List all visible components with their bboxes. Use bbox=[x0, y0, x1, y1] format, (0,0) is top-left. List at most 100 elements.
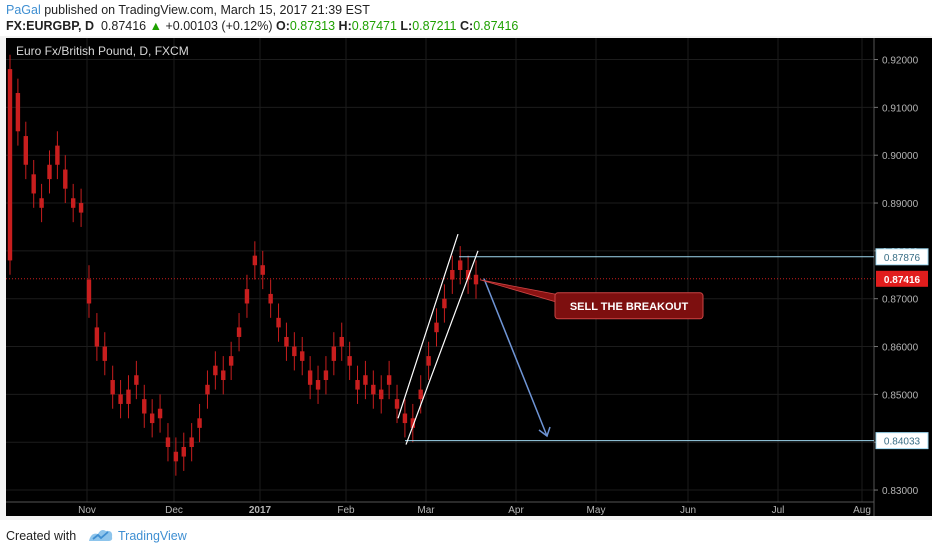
created-with-text: Created with bbox=[6, 529, 77, 543]
candle-body bbox=[55, 145, 60, 165]
channel-line-upper bbox=[397, 233, 459, 419]
candle-body bbox=[363, 375, 368, 385]
open-value: 0.87313 bbox=[289, 19, 336, 33]
candle-body bbox=[386, 375, 392, 385]
candle-body bbox=[197, 418, 202, 428]
last-price: 0.87416 bbox=[100, 19, 147, 33]
close-label: C: bbox=[459, 19, 474, 33]
candle-body bbox=[149, 413, 155, 424]
candle-body bbox=[371, 384, 376, 395]
level-price-tag bbox=[875, 248, 929, 266]
x-tick-label: Feb bbox=[337, 505, 355, 516]
tradingview-link[interactable]: TradingView bbox=[118, 529, 187, 543]
candle-body bbox=[244, 289, 250, 304]
price-chart[interactable]: 0.920000.910000.900000.890000.880000.870… bbox=[6, 38, 932, 516]
candle-body bbox=[39, 198, 44, 208]
candle-body bbox=[228, 356, 234, 366]
x-tick-label: Jul bbox=[772, 505, 785, 516]
symbol-label: FX:EURGBP, D bbox=[6, 19, 94, 33]
candle-body bbox=[165, 437, 171, 447]
candle-body bbox=[465, 270, 471, 280]
candle-body bbox=[102, 346, 107, 361]
candle-body bbox=[355, 380, 360, 390]
candle-body bbox=[339, 336, 344, 347]
candle-body bbox=[157, 408, 163, 419]
candle-body bbox=[126, 389, 131, 404]
x-tick-label: May bbox=[587, 505, 606, 516]
high-label: H: bbox=[338, 19, 352, 33]
candle-body bbox=[450, 270, 455, 280]
y-tick-label: 0.89000 bbox=[882, 199, 919, 210]
candle-body bbox=[442, 298, 447, 309]
candle-body bbox=[205, 384, 210, 395]
up-arrow-icon: ▲ bbox=[149, 19, 162, 33]
candle-body bbox=[268, 293, 273, 304]
candle-body bbox=[63, 169, 68, 189]
candle-body bbox=[47, 164, 52, 180]
level-price-tag bbox=[875, 432, 929, 450]
chart-header: PaGal published on TradingView.com, Marc… bbox=[0, 0, 932, 36]
candle-body bbox=[347, 356, 352, 366]
candle-body bbox=[189, 437, 194, 447]
chart-plot-area[interactable]: 0.920000.910000.900000.890000.880000.870… bbox=[6, 38, 932, 516]
candle-body bbox=[300, 351, 305, 361]
y-tick-label: 0.90000 bbox=[882, 151, 919, 162]
callout-box bbox=[554, 292, 704, 320]
candle-body bbox=[134, 375, 139, 385]
candle-body bbox=[394, 399, 400, 409]
candle-body bbox=[142, 399, 147, 414]
candle-body bbox=[15, 93, 21, 132]
level-price-tag-label: 0.84033 bbox=[884, 437, 921, 448]
candle-body bbox=[31, 174, 36, 194]
projection-arrow-head bbox=[538, 426, 551, 438]
candle-body bbox=[94, 327, 100, 347]
candle-body bbox=[379, 389, 384, 400]
projection-arrow-line bbox=[483, 278, 548, 437]
current-price-tag bbox=[876, 270, 928, 287]
quote-line: FX:EURGBP, D 0.87416 ▲ +0.00103 (+0.12%)… bbox=[6, 19, 518, 33]
candle-body bbox=[86, 279, 92, 304]
candle-body bbox=[260, 265, 265, 275]
candle-body bbox=[181, 446, 186, 457]
candle-body bbox=[402, 413, 408, 424]
y-tick-label: 0.85000 bbox=[882, 390, 919, 401]
candle-body bbox=[418, 389, 423, 400]
current-price-tag-label: 0.87416 bbox=[884, 275, 921, 286]
tradingview-logo-icon bbox=[89, 530, 113, 541]
x-tick-label: Jun bbox=[680, 505, 696, 516]
x-tick-label: Mar bbox=[417, 505, 435, 516]
publisher-username[interactable]: PaGal bbox=[6, 3, 41, 17]
candle-body bbox=[426, 356, 431, 366]
candle-body bbox=[473, 274, 479, 285]
close-value: 0.87416 bbox=[473, 19, 519, 33]
time-axis bbox=[6, 502, 874, 516]
candle-body bbox=[221, 370, 226, 381]
candle-body bbox=[307, 370, 313, 385]
y-tick-label: 0.92000 bbox=[882, 56, 919, 67]
candle-body bbox=[236, 327, 242, 337]
open-label: O: bbox=[275, 19, 290, 33]
low-label: L: bbox=[400, 19, 413, 33]
candle-body bbox=[410, 418, 416, 428]
x-tick-label: Dec bbox=[165, 505, 183, 516]
x-tick-label: Apr bbox=[508, 505, 524, 516]
y-tick-label: 0.86000 bbox=[882, 343, 919, 354]
y-tick-label: 0.87000 bbox=[882, 295, 919, 306]
candle-body bbox=[323, 370, 329, 381]
candle-body bbox=[23, 136, 28, 165]
candle-body bbox=[292, 346, 297, 357]
publisher-line: PaGal published on TradingView.com, Marc… bbox=[6, 3, 370, 17]
x-tick-label: Nov bbox=[78, 505, 96, 516]
candle-body bbox=[110, 380, 115, 395]
chart-title: Euro Fx/British Pound, D, FXCM bbox=[16, 44, 189, 58]
price-change: +0.00103 (+0.12%) bbox=[165, 19, 273, 33]
candle-body bbox=[252, 255, 258, 266]
y-tick-label: 0.91000 bbox=[882, 103, 919, 114]
candle-body bbox=[434, 322, 439, 333]
level-price-tag-label: 0.87876 bbox=[884, 253, 921, 264]
footer: Created with TradingView bbox=[0, 520, 932, 550]
candle-body bbox=[213, 365, 218, 376]
y-tick-label: 0.83000 bbox=[882, 486, 919, 497]
channel-line-lower bbox=[405, 250, 479, 445]
candle-body bbox=[315, 380, 321, 390]
